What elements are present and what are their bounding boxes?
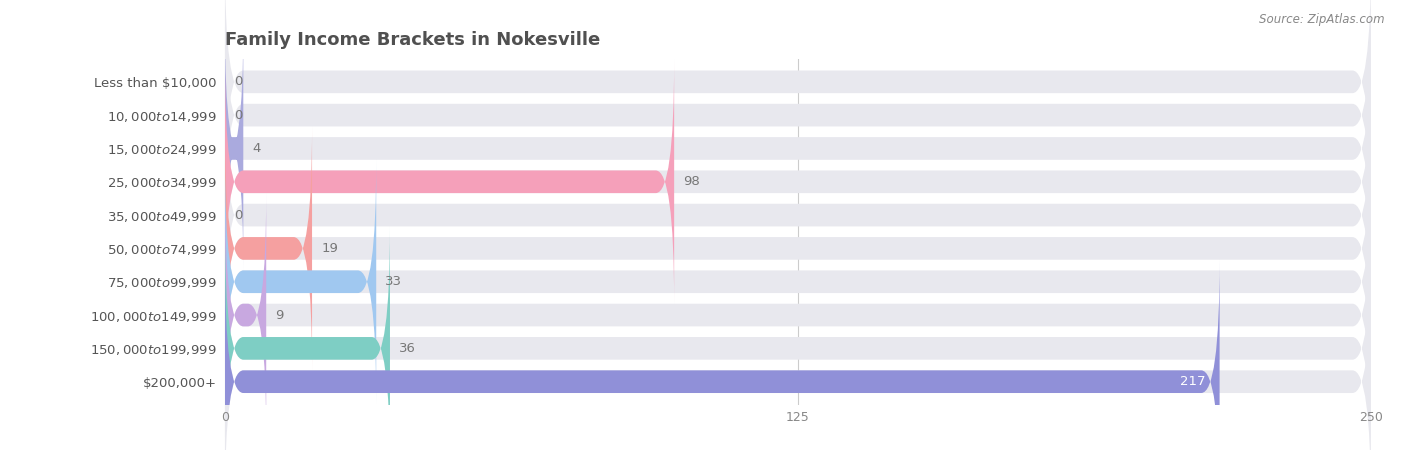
FancyBboxPatch shape xyxy=(225,93,1371,337)
FancyBboxPatch shape xyxy=(225,193,266,437)
Text: 19: 19 xyxy=(321,242,337,255)
FancyBboxPatch shape xyxy=(225,60,1371,304)
FancyBboxPatch shape xyxy=(225,27,243,270)
FancyBboxPatch shape xyxy=(225,260,1219,450)
Text: 0: 0 xyxy=(235,209,242,221)
FancyBboxPatch shape xyxy=(225,160,1371,404)
FancyBboxPatch shape xyxy=(225,0,1371,237)
Text: 36: 36 xyxy=(399,342,416,355)
FancyBboxPatch shape xyxy=(225,126,1371,370)
Text: Source: ZipAtlas.com: Source: ZipAtlas.com xyxy=(1260,14,1385,27)
FancyBboxPatch shape xyxy=(225,160,377,404)
FancyBboxPatch shape xyxy=(225,60,673,304)
Text: 9: 9 xyxy=(276,309,284,322)
Text: 4: 4 xyxy=(253,142,262,155)
Text: 0: 0 xyxy=(235,108,242,122)
FancyBboxPatch shape xyxy=(225,226,1371,450)
FancyBboxPatch shape xyxy=(225,27,1371,270)
FancyBboxPatch shape xyxy=(225,126,312,370)
Text: Family Income Brackets in Nokesville: Family Income Brackets in Nokesville xyxy=(225,31,600,49)
FancyBboxPatch shape xyxy=(225,193,1371,437)
FancyBboxPatch shape xyxy=(225,0,1371,204)
Text: 33: 33 xyxy=(385,275,402,288)
FancyBboxPatch shape xyxy=(225,260,1371,450)
Text: 98: 98 xyxy=(683,175,700,188)
Text: 217: 217 xyxy=(1181,375,1206,388)
FancyBboxPatch shape xyxy=(225,226,389,450)
Text: 0: 0 xyxy=(235,75,242,88)
